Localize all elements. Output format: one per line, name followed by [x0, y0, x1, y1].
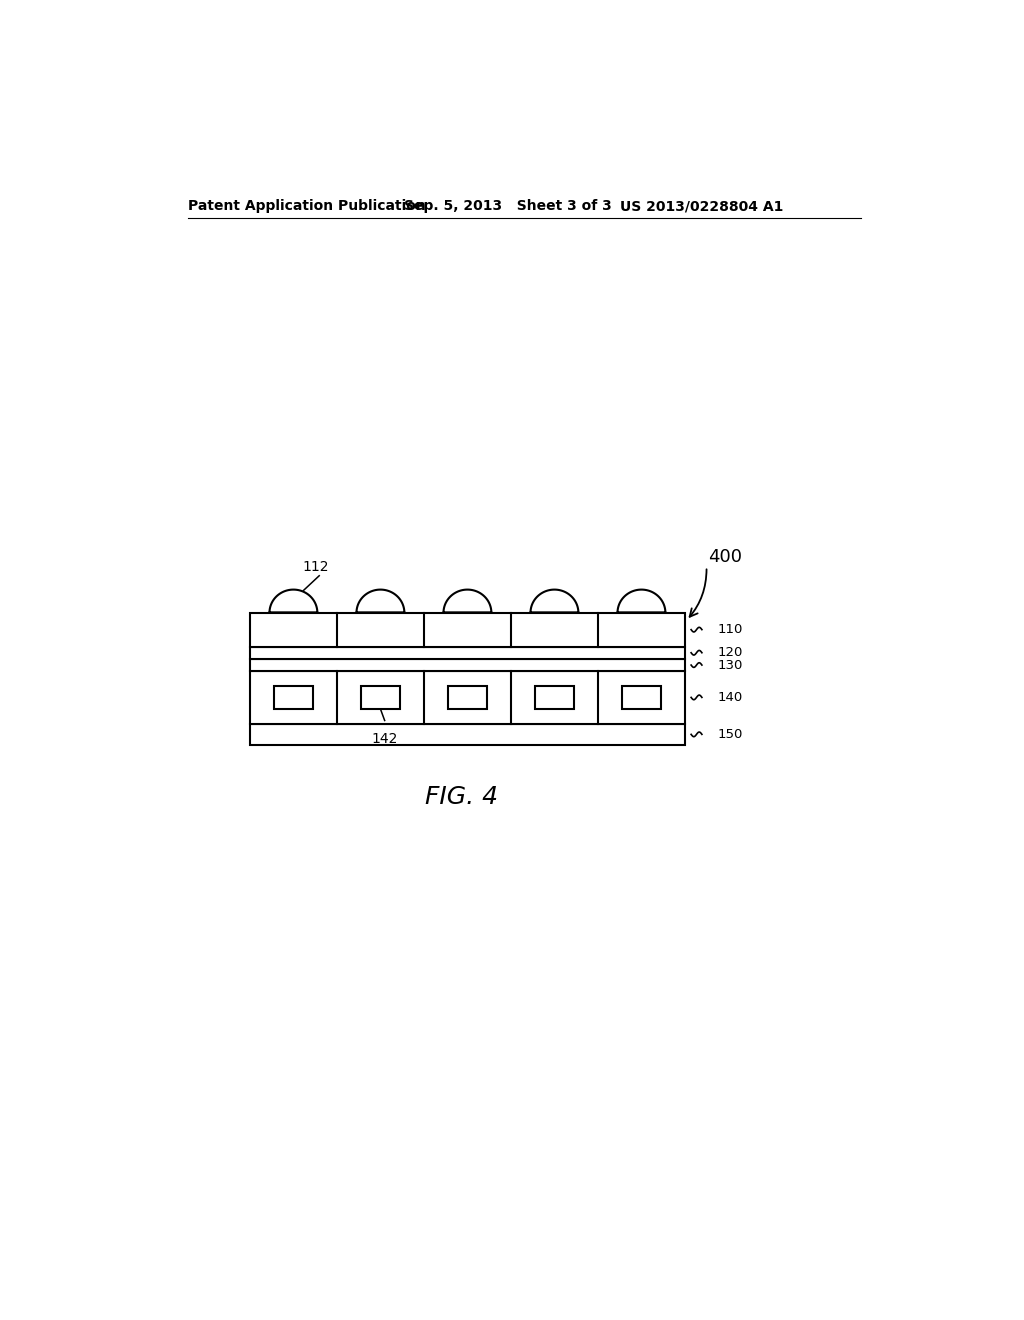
Text: 130: 130 [717, 659, 742, 672]
Bar [535, 686, 574, 709]
Bar [250, 659, 685, 672]
Text: Patent Application Publication: Patent Application Publication [188, 199, 426, 213]
Polygon shape [443, 590, 492, 612]
Text: US 2013/0228804 A1: US 2013/0228804 A1 [620, 199, 783, 213]
Text: 150: 150 [717, 727, 742, 741]
Text: 400: 400 [708, 548, 742, 566]
Bar [250, 671, 685, 723]
Bar [250, 647, 685, 659]
Bar [360, 686, 400, 709]
Bar [250, 612, 685, 647]
Text: 140: 140 [717, 690, 742, 704]
Bar [250, 723, 685, 744]
Polygon shape [617, 590, 666, 612]
Bar [622, 686, 662, 709]
Text: 120: 120 [717, 647, 742, 659]
Bar [273, 686, 313, 709]
Bar [447, 686, 487, 709]
Text: Sep. 5, 2013   Sheet 3 of 3: Sep. 5, 2013 Sheet 3 of 3 [403, 199, 611, 213]
Polygon shape [269, 590, 317, 612]
Polygon shape [530, 590, 579, 612]
Text: 142: 142 [372, 733, 398, 746]
Text: 110: 110 [717, 623, 742, 636]
Polygon shape [356, 590, 404, 612]
Text: 112: 112 [302, 560, 329, 574]
Text: FIG. 4: FIG. 4 [425, 785, 498, 809]
